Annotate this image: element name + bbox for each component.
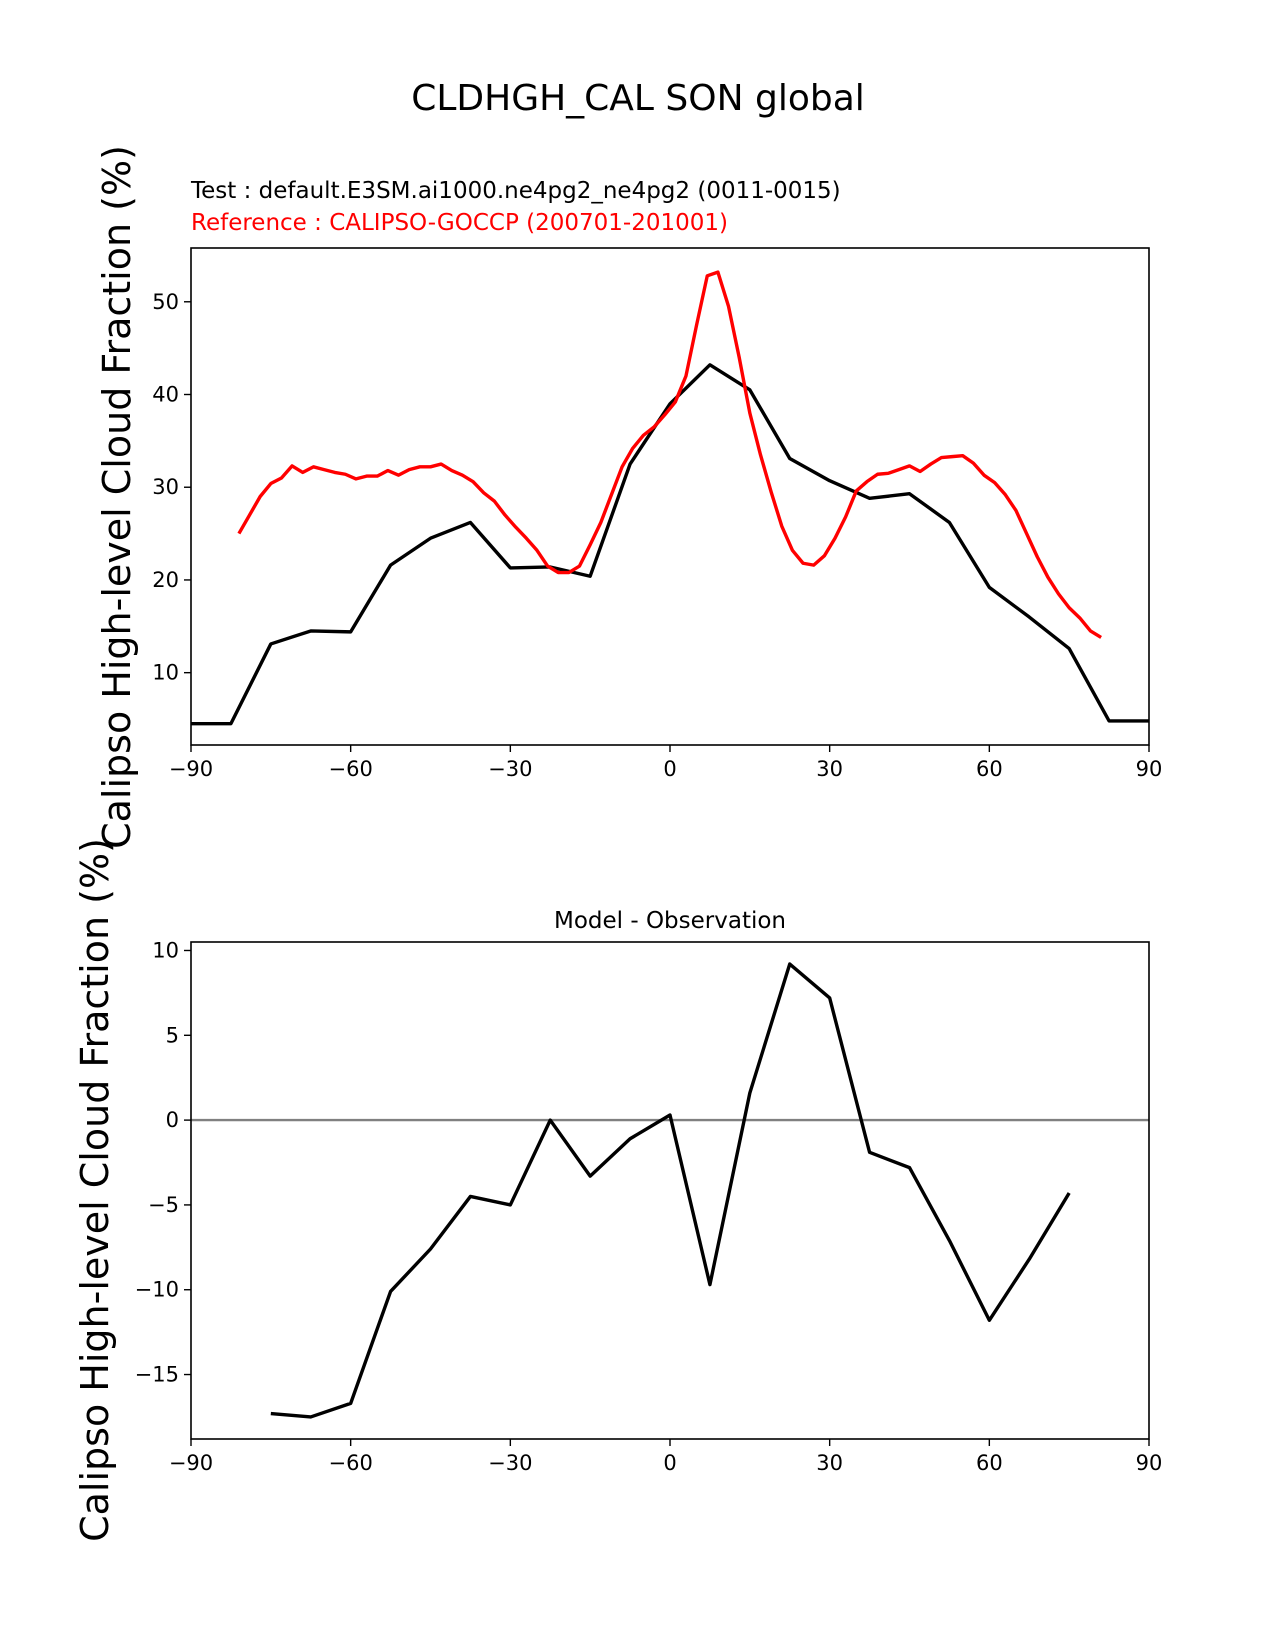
- top-x-tick-label: −90: [169, 757, 213, 781]
- top-series-group: [191, 270, 1149, 726]
- top-axis-ticks: −90 −60 −30 0 30 60 90 10 20 30 40 50: [152, 290, 1162, 781]
- top-x-tick-label: −30: [488, 757, 532, 781]
- bottom-y-tick-label: 5: [166, 1023, 179, 1047]
- top-x-tick-label: −60: [329, 757, 373, 781]
- top-y-axis-label: Calipso High-level Cloud Fraction (%): [95, 145, 139, 849]
- bottom-axis-ticks: −90 −60 −30 0 30 60 90 −15 −10 −5 0 5 10: [135, 938, 1163, 1475]
- reference-label: Reference : CALIPSO-GOCCP (200701-201001…: [191, 210, 728, 236]
- bottom-y-tick-label: −15: [135, 1363, 179, 1387]
- bottom-x-tick-label: −30: [488, 1451, 532, 1475]
- top-x-tick-label: 90: [1136, 757, 1163, 781]
- bottom-series-group: [191, 962, 1149, 1419]
- figure-title: CLDHGH_CAL SON global: [411, 78, 865, 119]
- top-y-tick-label: 50: [152, 290, 179, 314]
- bottom-y-tick-label: 0: [166, 1108, 179, 1132]
- top-x-tick-label: 0: [663, 757, 676, 781]
- bottom-x-tick-label: 0: [663, 1451, 676, 1475]
- bottom-difference-series-line: [270, 962, 1071, 1419]
- bottom-x-tick-label: −90: [169, 1451, 213, 1475]
- bottom-y-tick-label: 10: [152, 938, 179, 962]
- bottom-panel-title: Model - Observation: [554, 908, 786, 934]
- test-label: Test : default.E3SM.ai1000.ne4pg2_ne4pg2…: [190, 178, 841, 204]
- top-reference-series-line: [237, 270, 1102, 639]
- top-x-tick-label: 30: [816, 757, 843, 781]
- top-test-series-line: [191, 363, 1149, 726]
- bottom-plot-frame: [190, 941, 1150, 1440]
- bottom-x-tick-label: −60: [329, 1451, 373, 1475]
- bottom-x-tick-label: 60: [976, 1451, 1003, 1475]
- top-plot-frame: [190, 247, 1150, 746]
- bottom-x-tick-label: 30: [816, 1451, 843, 1475]
- bottom-x-tick-label: 90: [1136, 1451, 1163, 1475]
- panel-top: Test : default.E3SM.ai1000.ne4pg2_ne4pg2…: [95, 145, 1162, 849]
- top-y-tick-label: 20: [152, 568, 179, 592]
- top-y-tick-label: 40: [152, 383, 179, 407]
- panel-bottom: Model - Observation −90 −60 −30 0 30 60 90−15−…: [73, 838, 1162, 1542]
- bottom-y-axis-label: Calipso High-level Cloud Fraction (%): [73, 838, 117, 1542]
- top-y-tick-label: 10: [152, 661, 179, 685]
- bottom-y-tick-label: −10: [135, 1278, 179, 1302]
- bottom-y-tick-label: −5: [148, 1193, 179, 1217]
- top-x-tick-label: 60: [976, 757, 1003, 781]
- top-y-tick-label: 30: [152, 475, 179, 499]
